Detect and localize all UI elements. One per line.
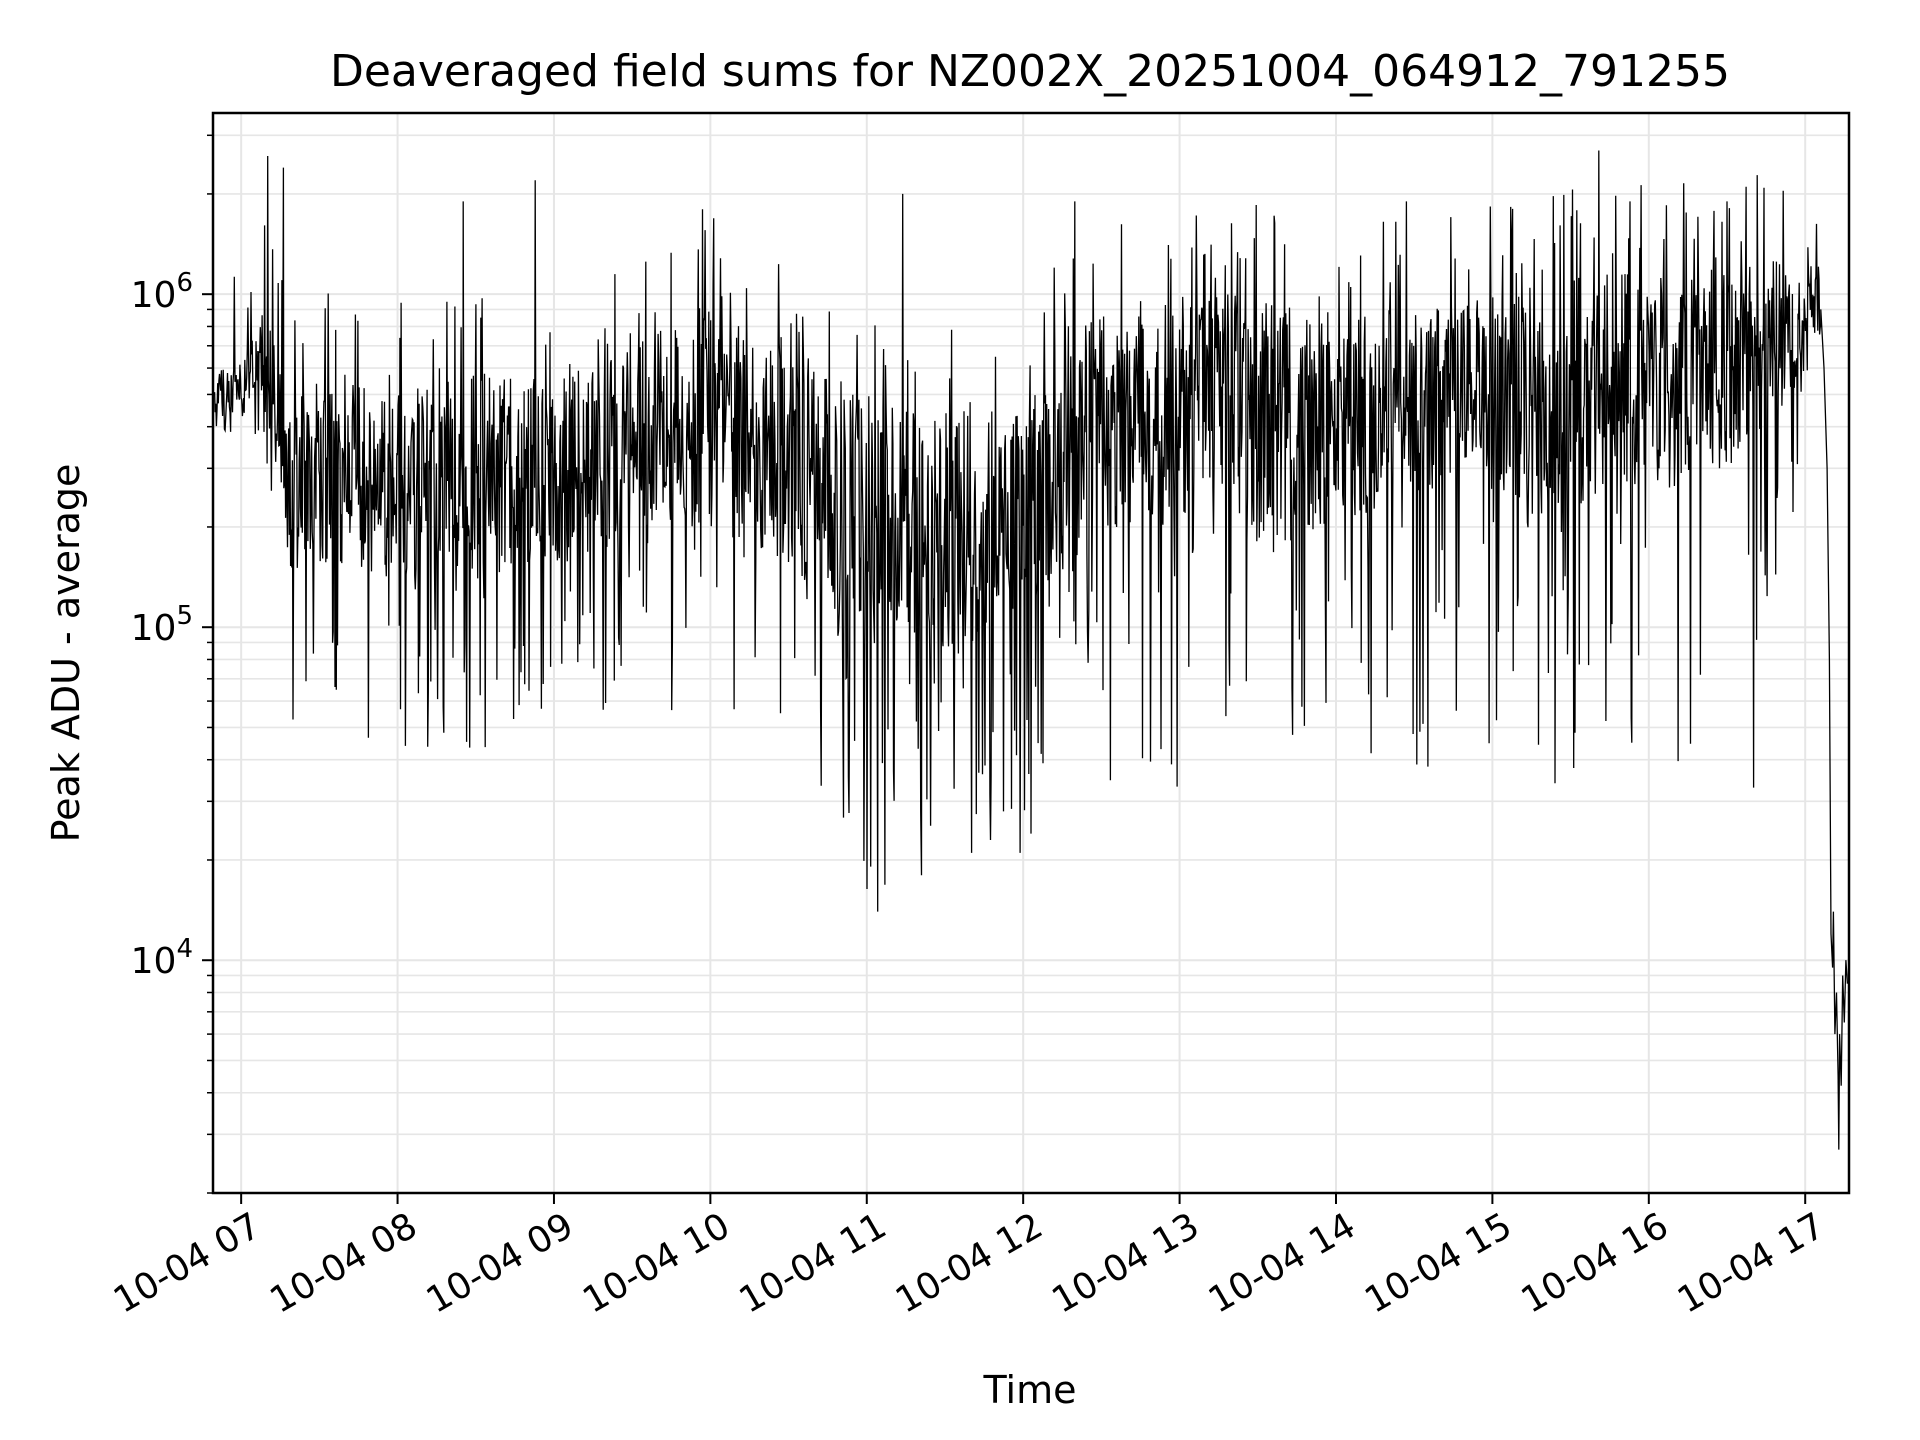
y-tick-label: 104 xyxy=(131,934,193,982)
x-tick-label: 10-04 13 xyxy=(1045,1205,1206,1321)
plot-frame xyxy=(211,111,1851,1195)
x-tick-label: 10-04 16 xyxy=(1515,1205,1676,1321)
y-tick-label: 106 xyxy=(131,268,193,316)
x-tick-label: 10-04 10 xyxy=(576,1205,737,1321)
series-line xyxy=(213,150,1849,1150)
x-tick-label: 10-04 12 xyxy=(889,1205,1050,1321)
x-axis-label: Time xyxy=(983,1368,1077,1412)
x-tick-label: 10-04 08 xyxy=(263,1205,424,1321)
x-tick-label: 10-04 14 xyxy=(1202,1205,1363,1321)
y-axis: 104 105 106 xyxy=(131,134,213,1194)
y-axis-label: Peak ADU - average xyxy=(44,464,88,843)
x-tick-label: 10-04 09 xyxy=(420,1205,581,1321)
x-tick-label: 10-04 17 xyxy=(1671,1205,1832,1321)
x-tick-label: 10-04 07 xyxy=(107,1205,268,1321)
x-tick-label: 10-04 11 xyxy=(733,1205,894,1321)
y-tick-label: 105 xyxy=(131,601,193,649)
x-tick-label: 10-04 15 xyxy=(1358,1205,1519,1321)
chart-title: Deaveraged field sums for NZ002X_2025100… xyxy=(330,46,1730,97)
